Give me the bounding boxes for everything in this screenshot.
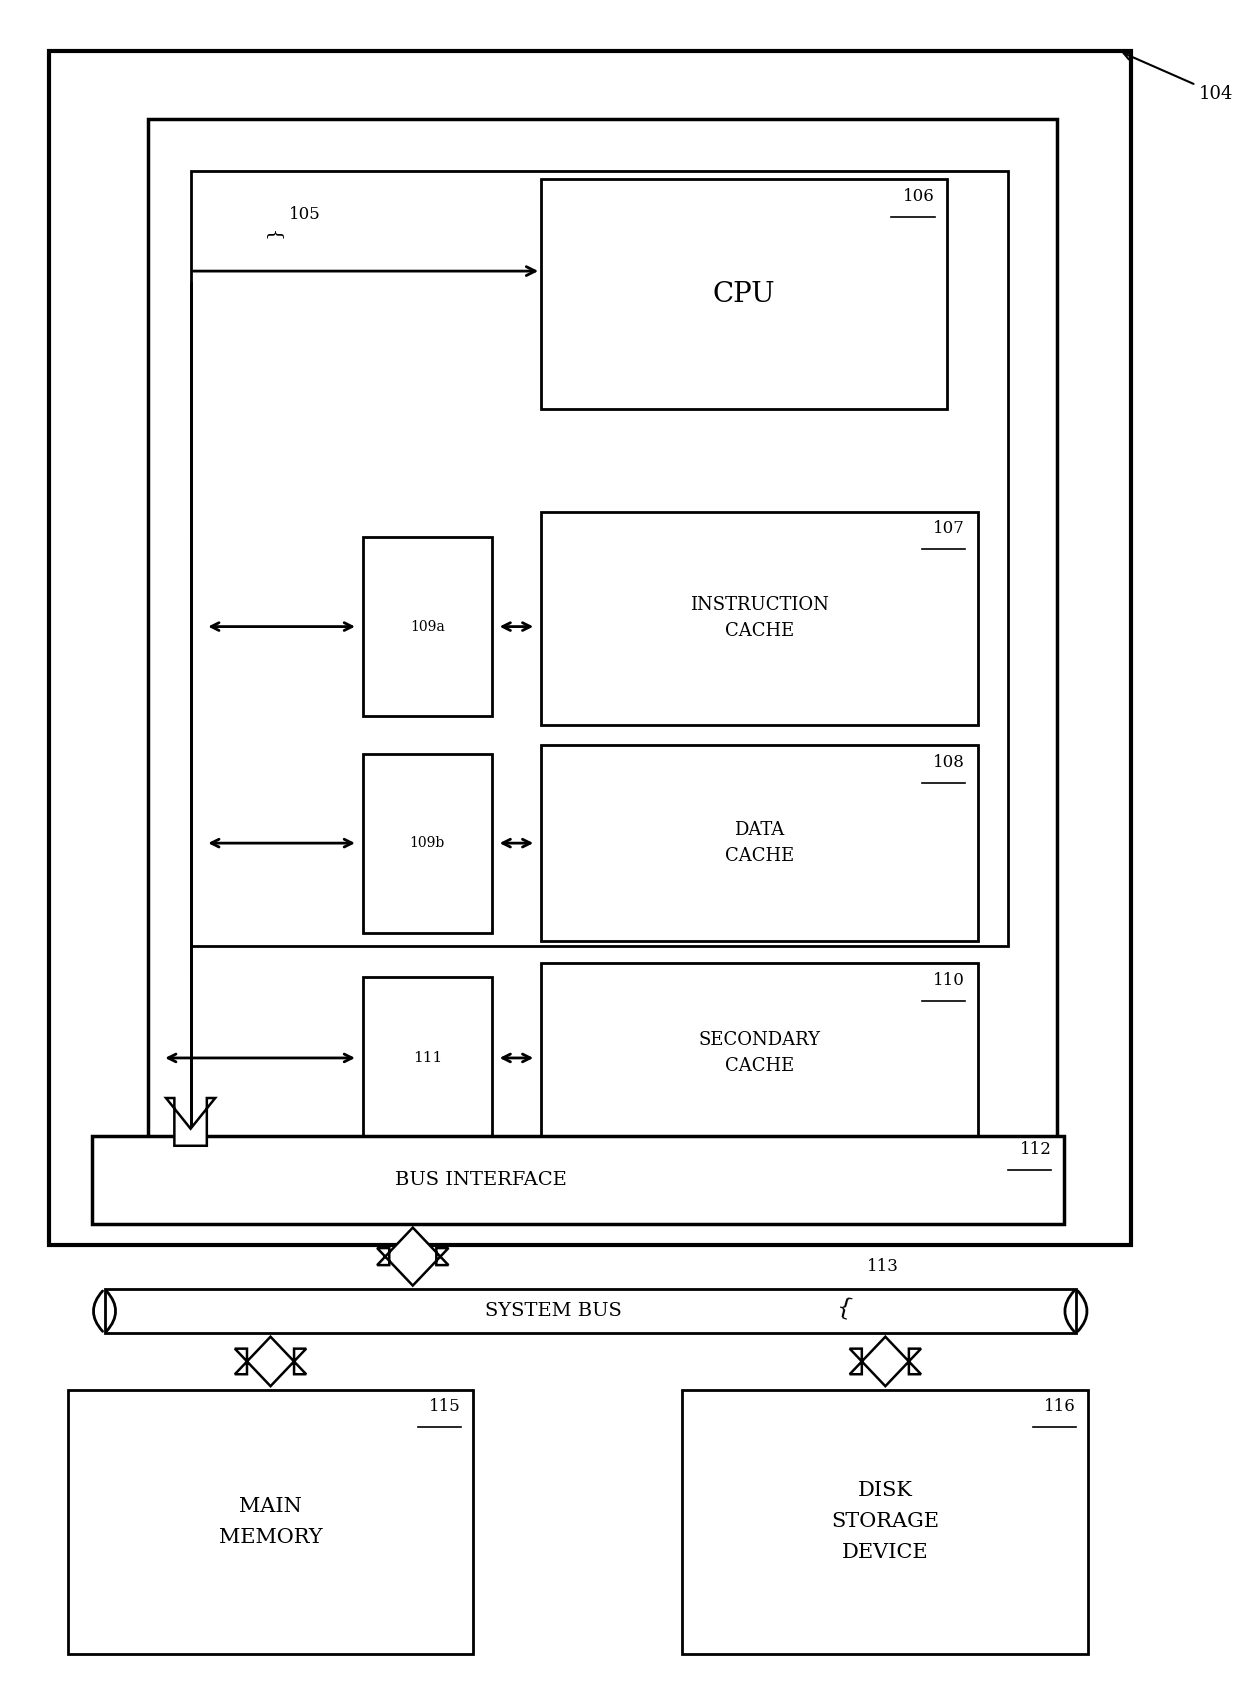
FancyBboxPatch shape — [104, 1289, 1076, 1333]
Polygon shape — [234, 1337, 306, 1386]
FancyBboxPatch shape — [191, 170, 1008, 946]
Text: {: { — [833, 1296, 854, 1321]
Polygon shape — [377, 1228, 449, 1286]
Text: 112: 112 — [1019, 1141, 1052, 1158]
Text: CPU: CPU — [713, 281, 775, 307]
Text: 109b: 109b — [409, 835, 445, 851]
Text: MAIN
MEMORY: MAIN MEMORY — [218, 1497, 322, 1546]
FancyBboxPatch shape — [541, 512, 977, 725]
Text: INSTRUCTION
CACHE: INSTRUCTION CACHE — [689, 595, 828, 641]
FancyBboxPatch shape — [50, 51, 1131, 1245]
Text: 106: 106 — [903, 188, 935, 205]
FancyBboxPatch shape — [363, 754, 492, 933]
Text: 111: 111 — [413, 1050, 441, 1066]
Polygon shape — [166, 1098, 216, 1146]
Text: 116: 116 — [1044, 1398, 1076, 1415]
Text: 107: 107 — [934, 520, 965, 537]
FancyBboxPatch shape — [363, 537, 492, 716]
Text: 104: 104 — [1123, 53, 1234, 102]
FancyBboxPatch shape — [541, 745, 977, 941]
Text: 110: 110 — [934, 972, 965, 989]
FancyBboxPatch shape — [541, 963, 977, 1142]
Text: 105: 105 — [289, 206, 320, 223]
FancyBboxPatch shape — [68, 1390, 474, 1654]
Text: }: } — [264, 225, 283, 239]
Text: 108: 108 — [934, 754, 965, 771]
FancyBboxPatch shape — [148, 119, 1058, 1176]
Text: 115: 115 — [429, 1398, 461, 1415]
FancyBboxPatch shape — [541, 179, 947, 409]
Polygon shape — [849, 1337, 921, 1386]
Text: 113: 113 — [867, 1258, 899, 1275]
Text: DISK
STORAGE
DEVICE: DISK STORAGE DEVICE — [831, 1482, 940, 1562]
Text: BUS INTERFACE: BUS INTERFACE — [394, 1171, 567, 1188]
FancyBboxPatch shape — [682, 1390, 1089, 1654]
Text: 109a: 109a — [410, 619, 445, 634]
FancyBboxPatch shape — [363, 977, 492, 1139]
FancyBboxPatch shape — [92, 1136, 1064, 1224]
Text: SYSTEM BUS: SYSTEM BUS — [485, 1303, 621, 1320]
Text: DATA
CACHE: DATA CACHE — [724, 820, 794, 866]
Text: SECONDARY
CACHE: SECONDARY CACHE — [698, 1030, 821, 1076]
